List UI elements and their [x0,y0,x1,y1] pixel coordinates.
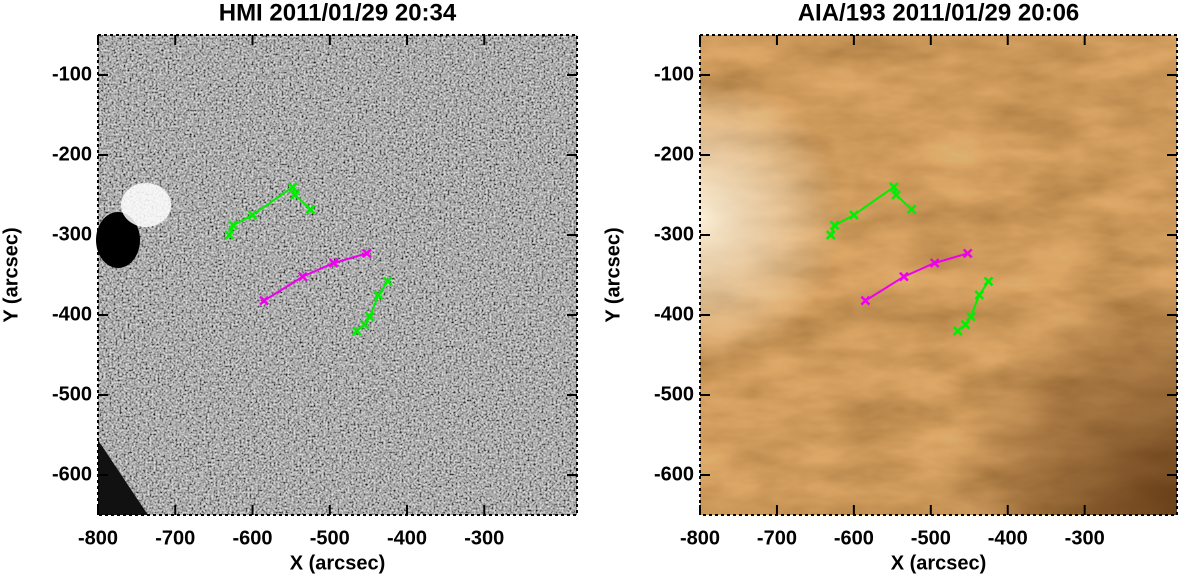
track-point [224,230,235,240]
track-point [382,276,393,287]
track-point [888,182,899,192]
y-tick-label: -300 [52,223,92,245]
chart-title: HMI 2011/01/29 20:34 [219,0,457,26]
track-point [952,326,963,336]
track-point [829,220,840,231]
track-point [860,295,871,306]
y-tick-label: -200 [52,143,92,165]
track-point [287,182,298,192]
y-tick-label: -300 [654,223,694,245]
chart-title: AIA/193 2011/01/29 20:06 [798,0,1080,26]
sunspot [96,212,140,268]
track-point [259,295,269,306]
track-point [305,204,316,215]
track-point [825,230,836,240]
y-tick-label: -500 [654,383,694,405]
x-tick-label: -400 [387,527,427,549]
x-tick-label: -600 [233,527,273,549]
y-tick-label: -100 [52,63,92,85]
image-panel [699,34,1178,516]
track-point [247,210,258,220]
y-tick-label: -200 [654,143,694,165]
x-axis-label: X (arcsec) [290,552,386,574]
x-tick-label: -600 [834,527,874,549]
y-axis-label: Y (arcsec) [602,227,624,322]
y-tick-label: -400 [52,303,92,325]
magnetogram-texture [98,35,577,515]
dark-region [700,35,1177,515]
track-point [290,190,300,200]
track-point [361,248,372,259]
x-tick-label: -800 [680,527,720,549]
y-tick-label: -400 [654,303,694,325]
y-tick-label: -600 [654,463,694,485]
x-tick-label: -700 [757,527,797,549]
track-point [365,311,375,322]
x-tick-label: -400 [988,527,1028,549]
track-point [960,319,971,330]
plage [121,183,171,227]
x-tick-label: -700 [155,527,195,549]
track-point [929,258,940,268]
y-tick-label: -100 [654,63,694,85]
limb [98,440,148,515]
x-tick-label: -800 [78,527,118,549]
y-tick-label: -500 [52,383,92,405]
x-tick-label: -500 [310,527,350,549]
track-point [962,248,973,259]
track-point [906,204,917,215]
track-point [373,290,384,300]
track-point [359,319,370,330]
track-point [328,258,339,268]
track-point [898,271,909,282]
x-tick-label: -500 [911,527,951,549]
track-line [263,252,368,302]
track-point [965,311,976,322]
track-point [974,290,985,300]
track-point [228,220,239,231]
y-axis-label: Y (arcsec) [0,227,22,322]
track-point [891,190,902,200]
plot-frame [699,34,1178,516]
track-point [983,276,994,287]
track-point [351,326,362,336]
y-tick-label: -600 [52,463,92,485]
image-panel [96,34,578,516]
track-line [864,252,969,302]
track-point [297,271,308,282]
x-axis-label: X (arcsec) [891,552,987,574]
track-point [848,210,859,220]
x-tick-label: -300 [1065,527,1105,549]
x-tick-label: -300 [464,527,504,549]
